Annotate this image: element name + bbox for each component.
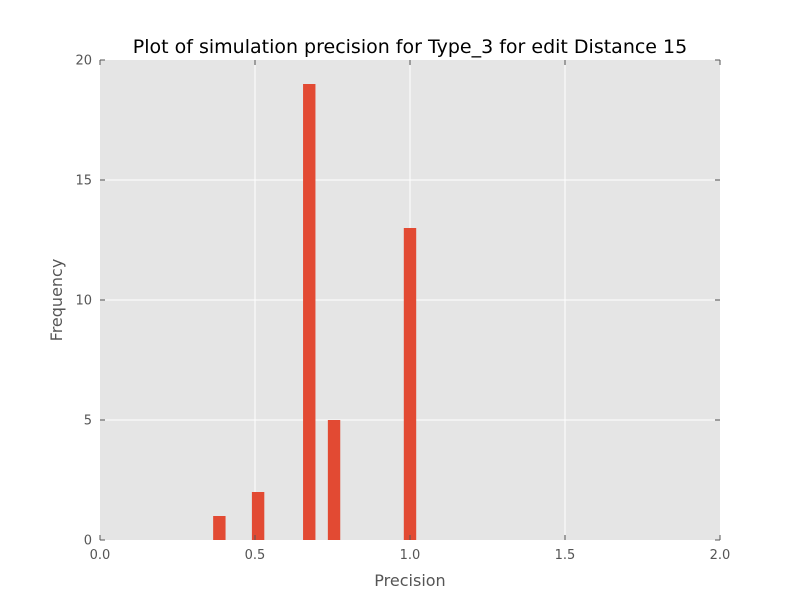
histogram-bar: [327, 420, 341, 540]
x-axis-label: Precision: [374, 571, 445, 590]
histogram-bar: [213, 516, 226, 540]
chart-title: Plot of simulation precision for Type_3 …: [133, 36, 687, 58]
y-tick-label: 0: [84, 534, 92, 549]
y-tick-label: 20: [75, 54, 92, 69]
x-tick-label: 1.0: [400, 548, 421, 563]
y-tick-labels: 0 5 10 15 20: [75, 54, 92, 549]
y-tick-label: 10: [75, 294, 92, 309]
bars-group: [213, 84, 417, 540]
x-tick-label: 2.0: [710, 548, 731, 563]
y-tick-label: 5: [84, 414, 92, 429]
x-tick-label: 1.5: [555, 548, 576, 563]
x-tick-label: 0.5: [245, 548, 266, 563]
histogram-bar: [251, 492, 265, 540]
grid-lines: [100, 60, 720, 540]
x-tick-label: 0.0: [90, 548, 111, 563]
y-tick-label: 15: [75, 174, 92, 189]
y-axis-label: Frequency: [47, 259, 66, 342]
tick-marks: [99, 59, 721, 541]
histogram-bar: [403, 228, 417, 540]
histogram-bar: [303, 84, 316, 540]
x-tick-labels: 0.0 0.5 1.0 1.5 2.0: [90, 548, 731, 563]
